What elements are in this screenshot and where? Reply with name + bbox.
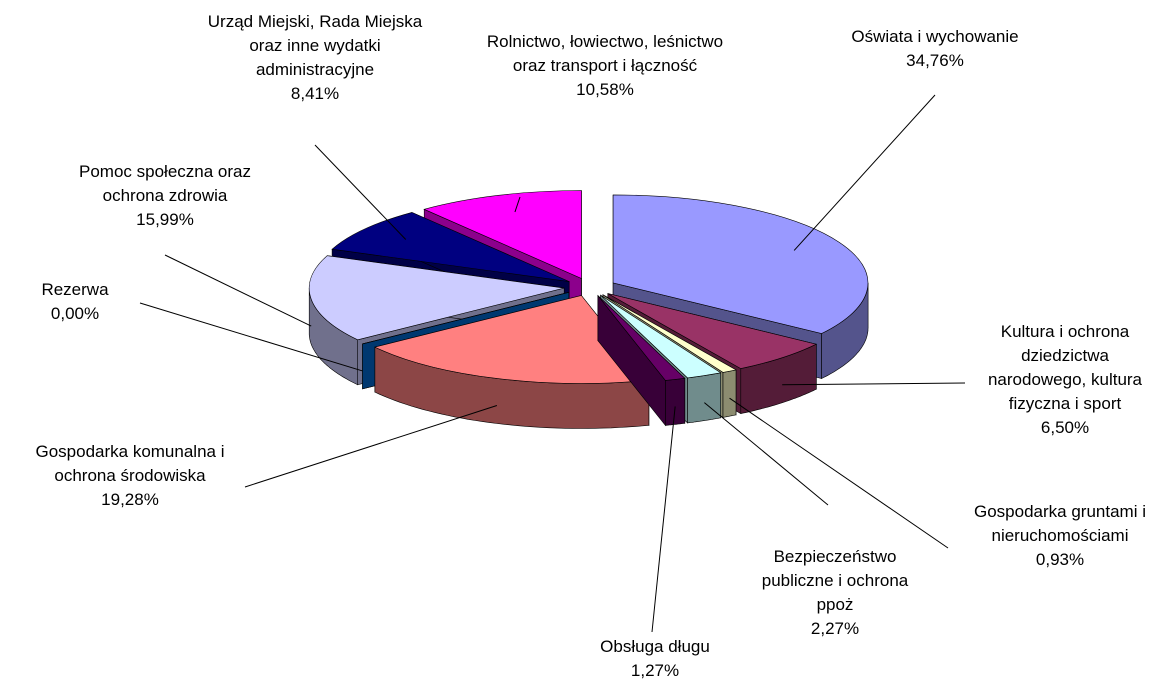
- category-label: Gospodarka komunalna i ochrona środowisk…: [8, 440, 253, 488]
- slice-label: Rolnictwo, łowiectwo, leśnictwo oraz tra…: [478, 30, 733, 102]
- category-label: Bezpieczeństwo publiczne i ochrona ppoż: [743, 545, 928, 617]
- value-label: 15,99%: [48, 208, 283, 232]
- category-label: Pomoc społeczna oraz ochrona zdrowia: [48, 160, 283, 208]
- leader-line: [245, 405, 497, 487]
- slice-label: Gospodarka komunalna i ochrona środowisk…: [8, 440, 253, 512]
- category-label: Gospodarka gruntami i nieruchomościami: [948, 500, 1171, 548]
- category-label: Oświata i wychowanie: [810, 25, 1060, 49]
- category-label: Obsługa długu: [570, 635, 740, 659]
- value-label: 1,27%: [570, 659, 740, 683]
- slice-wall: [688, 373, 721, 423]
- value-label: 2,27%: [743, 617, 928, 641]
- leader-line: [730, 398, 948, 548]
- value-label: 0,00%: [15, 302, 135, 326]
- leader-line: [165, 255, 311, 326]
- value-label: 6,50%: [973, 416, 1158, 440]
- category-label: Rezerwa: [15, 278, 135, 302]
- category-label: Kultura i ochrona dziedzictwa narodowego…: [973, 320, 1158, 416]
- slice-wall: [723, 370, 736, 418]
- leader-line: [794, 95, 935, 250]
- slice-label: Kultura i ochrona dziedzictwa narodowego…: [973, 320, 1158, 440]
- value-label: 34,76%: [810, 49, 1060, 73]
- category-label: Urząd Miejski, Rada Miejska oraz inne wy…: [198, 10, 433, 82]
- value-label: 8,41%: [198, 82, 433, 106]
- value-label: 10,58%: [478, 78, 733, 102]
- value-label: 19,28%: [8, 488, 253, 512]
- leader-line: [652, 406, 675, 632]
- leader-line: [315, 145, 406, 239]
- value-label: 0,93%: [948, 548, 1171, 572]
- leader-line: [704, 403, 828, 505]
- category-label: Rolnictwo, łowiectwo, leśnictwo oraz tra…: [478, 30, 733, 78]
- slice-wall: [665, 378, 684, 425]
- slice-label: Urząd Miejski, Rada Miejska oraz inne wy…: [198, 10, 433, 106]
